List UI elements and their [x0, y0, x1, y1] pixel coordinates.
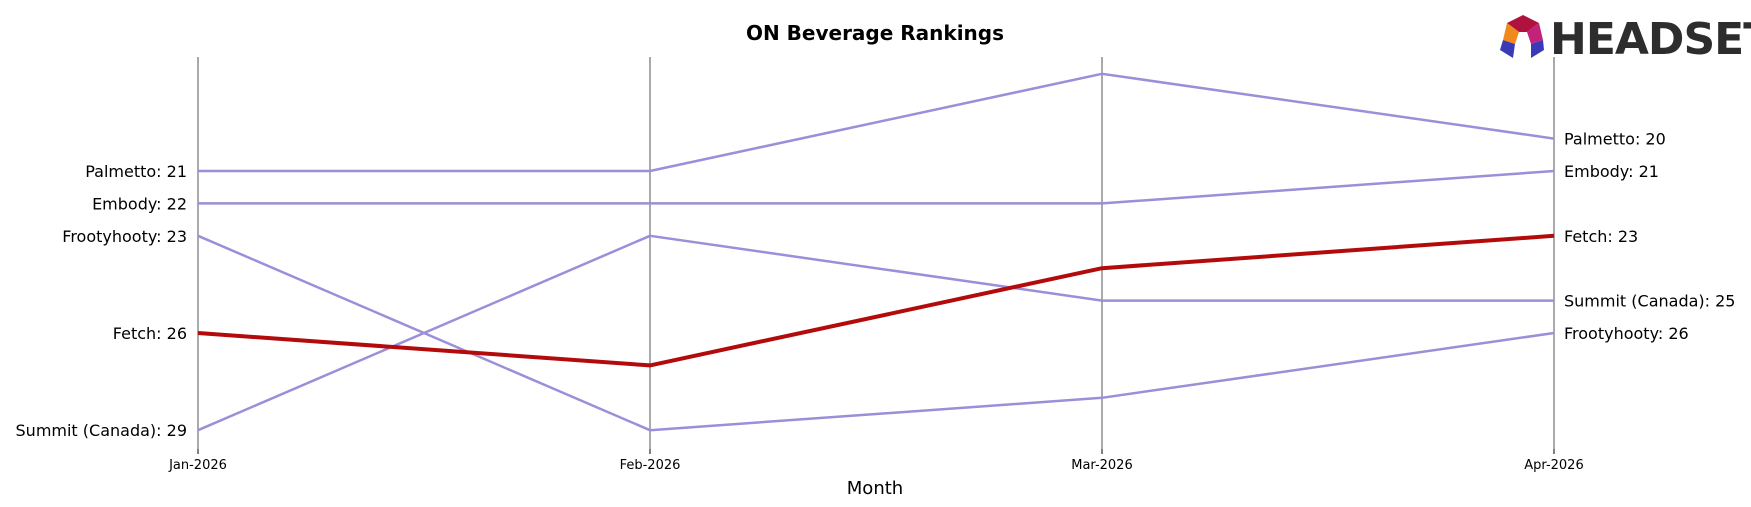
series-line-fetch: [197, 233, 1555, 368]
headset-logo-icon: [1500, 15, 1544, 58]
series-line-summit-canada: [197, 234, 1554, 432]
x-tick-label: Jan-2026: [168, 458, 227, 473]
left-label-frootyhooty: Frootyhooty: 23: [62, 227, 187, 246]
left-label-fetch: Fetch: 26: [113, 324, 187, 343]
x-tick-labels: Jan-2026 Feb-2026 Mar-2026 Apr-2026: [168, 458, 1584, 473]
left-labels: Palmetto: 21 Embody: 22 Frootyhooty: 23 Fet…: [16, 162, 187, 440]
headset-logo-text: HEADSET: [1550, 14, 1751, 65]
left-label-embody: Embody: 22: [92, 194, 187, 213]
right-label-embody: Embody: 21: [1564, 162, 1659, 181]
x-axis-label: Month: [847, 478, 903, 499]
series-line-palmetto: [198, 72, 1555, 173]
x-tick-label: Mar-2026: [1071, 458, 1132, 473]
grid-lines: [197, 57, 1555, 454]
chart-title: ON Beverage Rankings: [746, 21, 1004, 45]
right-label-summit-canada: Summit (Canada): 25: [1564, 292, 1735, 311]
headset-logo: HEADSET: [1500, 14, 1751, 65]
left-label-palmetto: Palmetto: 21: [85, 162, 187, 181]
right-label-palmetto: Palmetto: 20: [1564, 130, 1666, 149]
right-label-frootyhooty: Frootyhooty: 26: [1564, 324, 1689, 343]
x-tick-label: Apr-2026: [1524, 458, 1583, 473]
right-labels: Palmetto: 20 Embody: 21 Fetch: 23 Summit (C…: [1564, 130, 1735, 343]
left-label-summit-canada: Summit (Canada): 29: [16, 421, 187, 440]
series-line-frootyhooty: [197, 234, 1555, 432]
right-label-fetch: Fetch: 23: [1564, 227, 1638, 246]
series-line-embody: [198, 169, 1555, 205]
series-lines: [197, 72, 1555, 432]
x-tick-label: Feb-2026: [620, 458, 681, 473]
